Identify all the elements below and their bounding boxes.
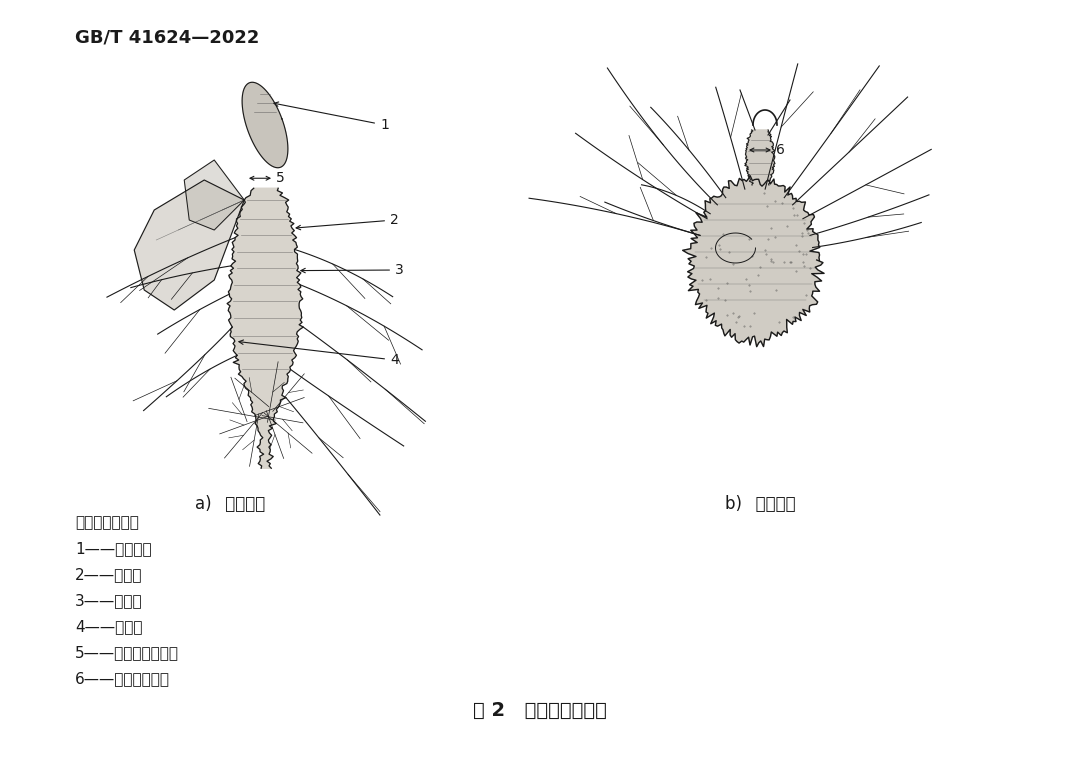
Text: 标引序号说明：: 标引序号说明：: [75, 515, 139, 530]
Text: 6——休眠芽直径。: 6——休眠芽直径。: [75, 671, 170, 686]
Polygon shape: [185, 160, 244, 230]
Text: b)  团形种苗: b) 团形种苗: [725, 495, 795, 513]
Polygon shape: [134, 180, 244, 310]
Polygon shape: [683, 175, 824, 347]
Text: 4: 4: [239, 340, 399, 367]
Text: 4——靃根；: 4——靃根；: [75, 619, 143, 634]
Polygon shape: [745, 130, 775, 185]
Text: a)  长形种苗: a) 长形种苗: [194, 495, 265, 513]
Text: 3——主根；: 3——主根；: [75, 593, 143, 608]
Text: 1: 1: [274, 102, 389, 132]
Polygon shape: [242, 82, 288, 168]
Text: GB/T 41624—2022: GB/T 41624—2022: [75, 28, 259, 46]
Text: 2——侧根；: 2——侧根；: [75, 567, 143, 582]
Text: 5——种苗主根直径；: 5——种苗主根直径；: [75, 645, 179, 660]
Text: 2: 2: [296, 213, 399, 230]
Text: 6: 6: [777, 143, 785, 157]
Text: 图 2 三七种苗形态图: 图 2 三七种苗形态图: [473, 701, 607, 720]
Polygon shape: [227, 188, 303, 468]
Text: 3: 3: [301, 263, 404, 277]
Text: 1——休眠芽；: 1——休眠芽；: [75, 541, 151, 556]
Text: 5: 5: [276, 172, 285, 185]
